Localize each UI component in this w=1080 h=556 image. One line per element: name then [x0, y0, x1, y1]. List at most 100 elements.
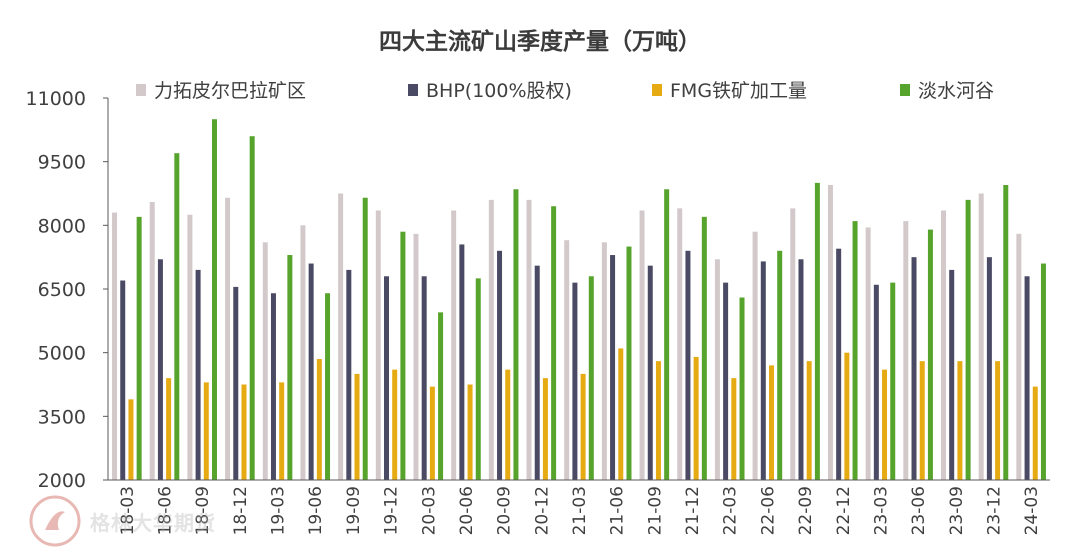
y-tick-label: 8000 — [38, 215, 86, 237]
bar-vale — [438, 312, 444, 480]
x-tick-label: 19-12 — [382, 486, 402, 535]
x-tick-label: 23-09 — [947, 486, 967, 535]
bar-bhp — [195, 269, 201, 480]
bar-bhp — [986, 257, 992, 480]
bar-vale — [551, 206, 557, 481]
bar-bhp — [346, 269, 352, 480]
bar-vale — [362, 197, 368, 481]
bar-fmg — [392, 369, 398, 480]
bar-rio-tinto — [941, 210, 946, 481]
bar-vale — [325, 293, 331, 480]
bar-bhp — [459, 244, 465, 480]
bar-bhp — [836, 248, 842, 480]
bar-vale — [814, 182, 820, 480]
bar-rio-tinto — [827, 185, 833, 480]
bar-rio-tinto — [752, 231, 758, 480]
bar-rio-tinto — [300, 225, 306, 480]
bar-fmg — [580, 373, 586, 480]
bar-vale — [852, 221, 858, 480]
bar-fmg — [467, 384, 473, 480]
bar-vale — [664, 189, 670, 480]
bar-bhp — [760, 261, 766, 480]
x-tick-label: 20-03 — [419, 486, 439, 535]
watermark: 格林大华期货 — [28, 494, 216, 548]
bar-rio-tinto — [112, 212, 118, 480]
bar-rio-tinto — [262, 242, 268, 480]
x-tick-label: 20-09 — [495, 486, 515, 535]
x-tick-label: 22-06 — [758, 486, 778, 535]
x-tick-label: 23-12 — [984, 486, 1004, 535]
bar-vale — [400, 231, 406, 480]
bar-vale — [701, 216, 707, 480]
bar-rio-tinto — [564, 240, 570, 480]
bar-rio-tinto — [1016, 233, 1022, 480]
bar-vale — [212, 119, 217, 480]
bar-bhp — [308, 263, 314, 480]
bar-vale — [927, 229, 933, 480]
y-tick-label: 11000 — [26, 88, 86, 110]
x-tick-label: 23-06 — [909, 486, 929, 535]
bar-bhp — [610, 255, 616, 480]
x-tick-label: 19-09 — [344, 486, 364, 535]
x-tick-label: 20-06 — [457, 486, 477, 535]
y-tick-label: 5000 — [38, 343, 86, 365]
x-tick-label: 22-09 — [796, 486, 816, 535]
bar-fmg — [957, 361, 963, 480]
bar-rio-tinto — [865, 227, 871, 480]
bar-bhp — [873, 284, 879, 480]
bar-rio-tinto — [601, 242, 607, 480]
bar-bhp — [120, 280, 126, 480]
chart-legend: 力拓皮尔巴拉矿区 BHP(100%股权) FMG铁矿加工量 淡水河谷 — [0, 76, 1080, 102]
bar-vale — [626, 246, 632, 480]
bar-bhp — [384, 276, 389, 480]
company-logo-icon — [29, 495, 81, 547]
bar-vale — [249, 136, 255, 480]
legend-swatch — [136, 83, 146, 96]
legend-swatch — [900, 83, 910, 96]
bar-vale — [777, 250, 783, 480]
bar-vale — [739, 297, 745, 480]
bar-bhp — [798, 259, 804, 480]
x-tick-label: 19-06 — [306, 486, 326, 535]
x-tick-label: 19-03 — [269, 486, 289, 535]
bar-fmg — [919, 361, 925, 480]
bar-fmg — [693, 356, 699, 480]
bar-fmg — [769, 365, 774, 480]
bar-vale — [1040, 263, 1046, 480]
legend-swatch — [408, 83, 418, 96]
bar-fmg — [618, 348, 624, 480]
bar-rio-tinto — [338, 193, 344, 480]
x-tick-label: 18-03 — [118, 486, 138, 535]
bar-bhp — [157, 259, 163, 480]
bar-fmg — [316, 359, 322, 480]
bar-bhp — [911, 257, 917, 480]
bar-fmg — [882, 369, 888, 480]
bar-vale — [890, 282, 896, 480]
bar-bhp — [949, 269, 955, 480]
bar-rio-tinto — [903, 221, 909, 480]
x-tick-label: 22-03 — [721, 486, 741, 535]
bar-rio-tinto — [639, 210, 645, 481]
y-tick-label: 9500 — [38, 152, 86, 174]
bar-bhp — [685, 250, 691, 480]
bar-fmg — [505, 369, 511, 480]
bar-bhp — [572, 282, 578, 480]
bar-fmg — [203, 382, 209, 480]
bar-fmg — [354, 373, 360, 480]
bar-vale — [174, 153, 180, 480]
bar-fmg — [166, 378, 172, 480]
chart-title: 四大主流矿山季度产量（万吨） — [379, 29, 701, 55]
bar-bhp — [497, 250, 503, 480]
legend-item-bhp: BHP(100%股权) — [408, 76, 572, 103]
legend-item-rio-tinto: 力拓皮尔巴拉矿区 — [136, 76, 306, 103]
x-tick-label: 18-12 — [231, 486, 251, 535]
watermark-text: 格林大华期货 — [90, 510, 216, 535]
x-tick-label: 21-12 — [683, 486, 703, 535]
legend-label: BHP(100%股权) — [426, 80, 572, 102]
bar-fmg — [844, 352, 850, 480]
bar-rio-tinto — [790, 208, 796, 481]
bar-rio-tinto — [149, 201, 155, 481]
bar-bhp — [723, 282, 729, 480]
x-tick-label: 20-12 — [532, 486, 552, 535]
